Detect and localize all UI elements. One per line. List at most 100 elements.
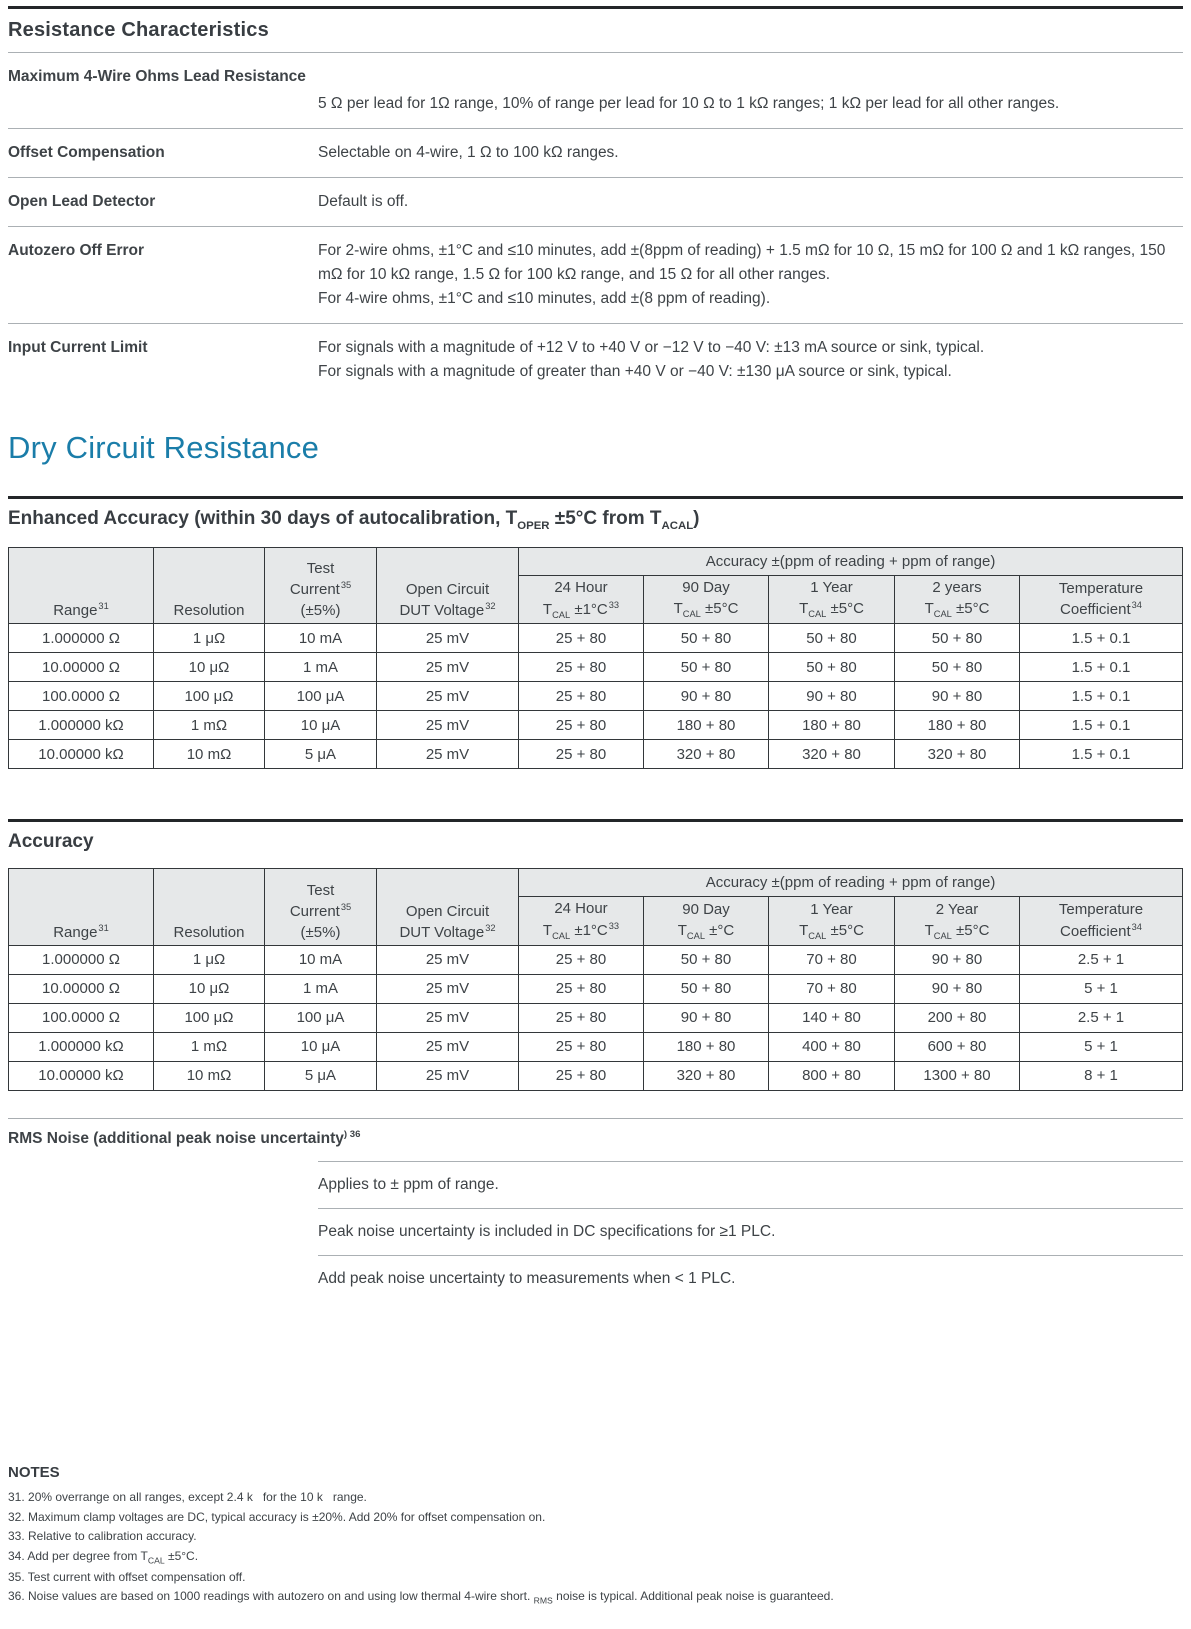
table-cell: 180 + 80 [768,710,895,741]
header-line: (±5%) [269,600,372,621]
header-text: 1 Year [810,579,853,597]
column-header: 2 years TCAL ±5°C [894,574,1020,625]
footnote-superscript: 33 [608,599,620,610]
column-header: Range31 [8,868,154,946]
header-text: T [677,921,687,939]
header-line: Temperature [1024,900,1178,921]
header-line: Current35 [269,901,372,922]
table-cell: 10.00000 Ω [8,973,154,1004]
table-cell: 10 mA [264,623,377,654]
table-cell: 50 + 80 [643,944,769,975]
table-cell: 25 mV [376,710,519,741]
accuracy-section: Accuracy Range31 Resolution Test Current35(… [8,819,1183,1091]
header-text: Temperature [1058,579,1144,597]
table-cell: 90 + 80 [894,944,1020,975]
header-line: Test [269,558,372,579]
table-row: 100.0000 Ω 100 μΩ 100 μA 25 mV 25 + 80 90 + 8… [8,1002,1183,1033]
table-cell: 25 + 80 [518,681,644,712]
table-cell: 25 mV [376,944,519,975]
subscript: CAL [933,609,952,620]
note-subscript: CAL [147,1554,165,1565]
table-cell: 50 + 80 [768,652,895,683]
column-header: Temperature Coefficient34 [1019,574,1183,625]
table-cell: 1.5 + 0.1 [1019,710,1183,741]
table-cell: 1.5 + 0.1 [1019,652,1183,683]
header-line: Range31 [13,600,149,621]
header-line: DUT Voltage32 [381,600,514,621]
header-line: Coefficient34 [1024,921,1178,943]
section-title-resistance-characteristics: Resistance Characteristics [8,19,269,41]
header-line: Open Circuit [381,901,514,922]
header-line: Resolution [158,600,260,621]
table-cell: 25 + 80 [518,652,644,683]
table-cell: 180 + 80 [643,1031,769,1062]
top-rule [8,6,1183,9]
header-text: T [542,922,553,940]
table-cell: 10 mA [264,944,377,975]
header-text: Test [306,560,335,578]
table-cell: 320 + 80 [643,1060,769,1091]
table-cell: 200 + 80 [894,1002,1020,1033]
header-line: TCAL ±5°C [773,599,890,621]
rms-note-row: Applies to ± ppm of range. [318,1161,1183,1208]
table-row: 10.00000 Ω 10 μΩ 1 mA 25 mV 25 + 80 50 + 80 50… [8,652,1183,683]
header-row: Range31 Resolution Test Current35 (±5%) Open … [8,868,1183,946]
subscript: CAL [686,930,706,941]
spec-row: Autozero Off Error For 2-wire ohms, ±1°C … [8,226,1183,323]
footnote-superscript: 35 [340,901,352,912]
header-text: Open Circuit [405,902,490,920]
title-text: Enhanced Accuracy (within 30 days of aut… [8,508,518,530]
spec-paragraph: For signals with a magnitude of +12 V to… [318,339,985,357]
table-cell: 25 mV [376,973,519,1004]
header-line: 90 Day [648,578,764,599]
header-text: T [924,600,934,618]
table-cell: 140 + 80 [768,1002,895,1033]
column-header: Temperature Coefficient34 [1019,896,1183,946]
spec-paragraph: Default is off. [318,193,409,211]
note-text: ±5°C. [164,1548,199,1563]
table-cell: 2.5 + 1 [1019,944,1183,975]
spec-paragraph: For 2-wire ohms, ±1°C and ≤10 minutes, a… [318,242,1166,284]
table-cell: 50 + 80 [894,652,1020,683]
header-line: TCAL ±5°C [773,921,890,943]
subscript: CAL [933,930,952,941]
table-cell: 25 mV [376,623,519,654]
table-cell: 25 + 80 [518,1002,644,1033]
column-header: Test Current35 (±5%) [264,546,377,625]
table-title-accuracy: Accuracy [8,831,94,853]
header-line: 1 Year [773,578,890,599]
spec-row: Input Current Limit For signals with a ma… [8,323,1183,396]
table-cell: 100.0000 Ω [8,681,154,712]
table-cell: 25 mV [376,652,519,683]
header-text: (±5%) [300,923,341,941]
header-line: 90 Day [648,900,764,921]
header-text: Coefficient [1060,601,1131,619]
table-cell: 1 mA [264,973,377,1004]
table-cell: 25 + 80 [518,1060,644,1091]
title-text: ±5°C from T [549,508,662,530]
table-cell: 800 + 80 [768,1060,895,1091]
table-cell: 5 + 1 [1019,1031,1183,1062]
header-text: ±5°C [700,600,739,618]
table-cell: 70 + 80 [768,944,895,975]
title-text: ) [693,508,700,530]
spec-paragraph: For 4-wire ohms, ±1°C and ≤10 minutes, a… [318,290,771,308]
rms-noise-rows: Applies to ± ppm of range. Peak noise unc… [8,1161,1183,1301]
spec-row: Maximum 4-Wire Ohms Lead Resistance 5 Ω p… [8,52,1183,128]
header-text: T [673,600,683,618]
table-cell: 10 μA [264,1031,377,1062]
table-cell: 1 mΩ [153,1031,265,1062]
table-cell: 90 + 80 [894,973,1020,1004]
header-line: TCAL ±1°C33 [523,920,639,943]
note-text: 34. Add per degree from T [8,1548,148,1563]
header-line: Resolution [158,922,260,943]
header-text: 2 Year [935,900,979,918]
header-line: Test [269,880,372,901]
note-line: 33. Relative to calibration accuracy. [8,1527,1183,1546]
title-subscript-toper: OPER [517,519,550,532]
header-line: Coefficient34 [1024,599,1178,621]
table-cell: 100 μA [264,681,377,712]
